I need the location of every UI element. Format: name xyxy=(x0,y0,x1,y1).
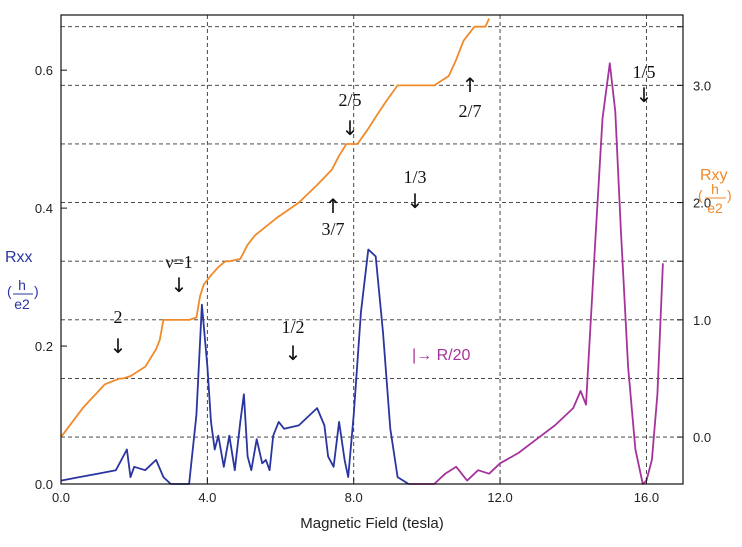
right-unit-numerator: h xyxy=(711,181,719,197)
arrow-1-3: ↓ xyxy=(407,189,424,213)
series-line-rxx xyxy=(60,248,410,485)
left-axis-unit: ( h e2 ) xyxy=(7,277,39,312)
right-axis-unit: ( h e2 ) xyxy=(698,181,732,216)
svg-text:): ) xyxy=(727,187,732,203)
arrow-3-7: ↑ xyxy=(325,194,342,218)
series-lines xyxy=(60,18,664,485)
left-axis-label: Rxx xyxy=(5,249,33,266)
grid-lines xyxy=(61,15,683,484)
arrow-nu-1: ↓ xyxy=(171,273,188,297)
x-tick-label: 4.0 xyxy=(198,490,216,505)
arrow-1-5: ↓ xyxy=(636,83,653,107)
annotation-2: 2 xyxy=(114,307,123,327)
left-tick-label: 0.6 xyxy=(35,63,53,78)
svg-text:): ) xyxy=(34,283,39,299)
right-tick-label: 0.0 xyxy=(693,430,711,445)
arrow-half: ↓ xyxy=(285,341,302,365)
right-tick-label: 2.0 xyxy=(693,196,711,211)
annotation-1-3: 1/3 xyxy=(403,167,426,187)
x-tick-label: 8.0 xyxy=(345,490,363,505)
arrow-2-5: ↓ xyxy=(342,116,359,140)
right-axis-label: Rxy xyxy=(700,167,728,184)
right-tick-label: 1.0 xyxy=(693,313,711,328)
axis-ticks: 0.0 4.0 8.0 12.0 16.0 0.0 0.2 0.4 0.6 0.0 1.0 2.0 3.… xyxy=(35,26,711,505)
x-tick-label: 16.0 xyxy=(634,490,659,505)
right-unit-denominator: e2 xyxy=(707,200,723,216)
annotation-nu-1: ν=1 xyxy=(165,252,192,272)
svg-text:(: ( xyxy=(7,283,12,299)
left-tick-label: 0.2 xyxy=(35,339,53,354)
annotation-2-5: 2/5 xyxy=(338,90,361,110)
left-unit-denominator: e2 xyxy=(14,296,30,312)
x-tick-label: 0.0 xyxy=(52,490,70,505)
x-axis-title: Magnetic Field (tesla) xyxy=(300,515,443,532)
arrow-2: ↓ xyxy=(110,334,127,358)
x-tick-label: 12.0 xyxy=(487,490,512,505)
right-tick-label: 3.0 xyxy=(693,78,711,93)
left-tick-label: 0.0 xyxy=(35,477,53,492)
annotation-2-7: 2/7 xyxy=(458,101,481,121)
svg-text:(: ( xyxy=(698,187,703,203)
series-line-rxx-20 xyxy=(408,62,664,485)
plot-frame xyxy=(60,14,684,485)
left-unit-numerator: h xyxy=(18,277,26,293)
left-tick-label: 0.4 xyxy=(35,201,53,216)
series-line-rxy xyxy=(60,18,490,438)
annotation-3-7: 3/7 xyxy=(321,219,344,239)
annotation-1-5: 1/5 xyxy=(632,62,655,82)
annotation-half: 1/2 xyxy=(281,317,304,337)
annotation-scale-note: |→ R/20 xyxy=(412,347,471,364)
arrow-2-7: ↑ xyxy=(462,73,479,97)
